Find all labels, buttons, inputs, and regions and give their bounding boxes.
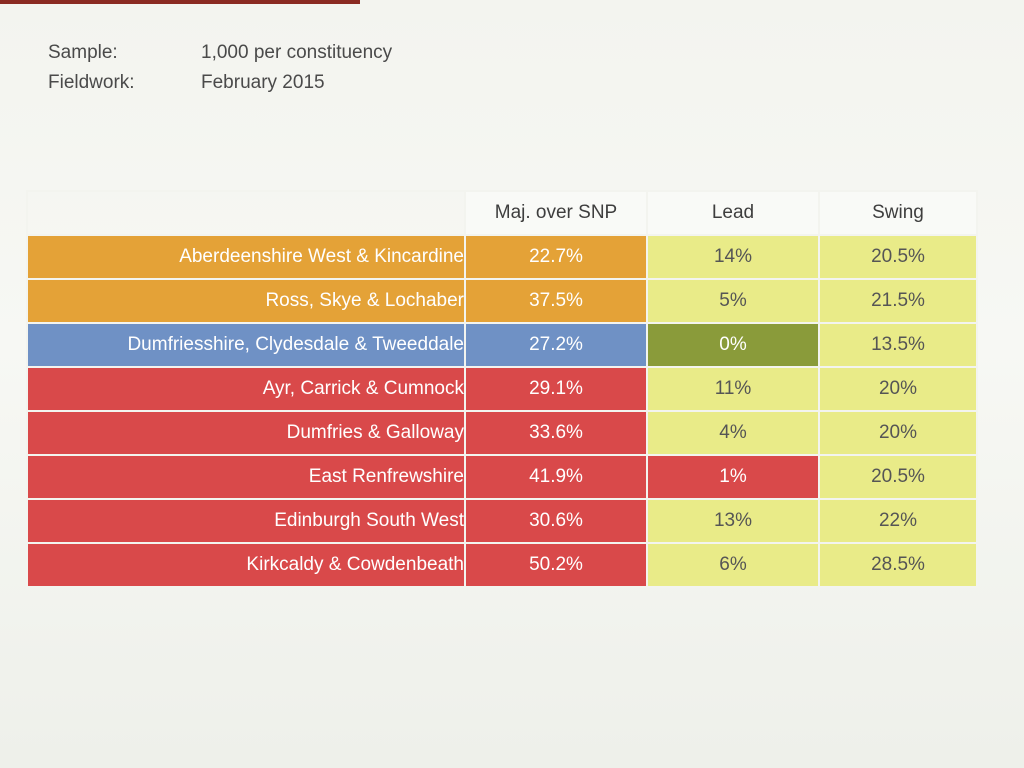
table-row: East Renfrewshire 41.9% 1% 20.5% [26, 454, 978, 500]
table-row: Kirkcaldy & Cowdenbeath 50.2% 6% 28.5% [26, 542, 978, 588]
constituency-name: Ross, Skye & Lochaber [26, 278, 466, 324]
constituency-table: Maj. over SNP Lead Swing Aberdeenshire W… [26, 190, 978, 588]
lead-value: 4% [646, 410, 820, 456]
lead-value-highlight: 0% [646, 322, 820, 368]
majority-value: 50.2% [464, 542, 648, 588]
header-swing: Swing [818, 190, 978, 236]
majority-value: 27.2% [464, 322, 648, 368]
sample-row: Sample: 1,000 per constituency [48, 38, 392, 68]
constituency-name: Dumfriesshire, Clydesdale & Tweeddale [26, 322, 466, 368]
majority-value: 30.6% [464, 498, 648, 544]
majority-value: 41.9% [464, 454, 648, 500]
header-blank [26, 190, 466, 236]
fieldwork-label: Fieldwork: [48, 72, 135, 93]
constituency-name: Dumfries & Galloway [26, 410, 466, 456]
header-lead: Lead [646, 190, 820, 236]
table-row: Aberdeenshire West & Kincardine 22.7% 14… [26, 234, 978, 280]
swing-value: 20% [818, 366, 978, 412]
sample-value: 1,000 per constituency [201, 42, 393, 63]
swing-value: 21.5% [818, 278, 978, 324]
fieldwork-value: February 2015 [201, 72, 325, 93]
table-row: Dumfries & Galloway 33.6% 4% 20% [26, 410, 978, 456]
table-row: Ross, Skye & Lochaber 37.5% 5% 21.5% [26, 278, 978, 324]
table-row: Edinburgh South West 30.6% 13% 22% [26, 498, 978, 544]
constituency-name: Aberdeenshire West & Kincardine [26, 234, 466, 280]
sample-label: Sample: [48, 42, 118, 63]
constituency-name: Ayr, Carrick & Cumnock [26, 366, 466, 412]
lead-value: 14% [646, 234, 820, 280]
lead-value: 6% [646, 542, 820, 588]
header-row: Maj. over SNP Lead Swing [26, 190, 978, 236]
swing-value: 20% [818, 410, 978, 456]
lead-value: 11% [646, 366, 820, 412]
constituency-name: East Renfrewshire [26, 454, 466, 500]
constituency-name: Edinburgh South West [26, 498, 466, 544]
majority-value: 33.6% [464, 410, 648, 456]
table-row: Dumfriesshire, Clydesdale & Tweeddale 27… [26, 322, 978, 368]
swing-value: 28.5% [818, 542, 978, 588]
swing-value: 20.5% [818, 454, 978, 500]
constituency-name: Kirkcaldy & Cowdenbeath [26, 542, 466, 588]
swing-value: 22% [818, 498, 978, 544]
fieldwork-row: Fieldwork: February 2015 [48, 68, 392, 98]
table-row: Ayr, Carrick & Cumnock 29.1% 11% 20% [26, 366, 978, 412]
majority-value: 37.5% [464, 278, 648, 324]
header-maj: Maj. over SNP [464, 190, 648, 236]
survey-info: Sample: 1,000 per constituency Fieldwork… [48, 38, 392, 98]
lead-value-highlight: 1% [646, 454, 820, 500]
majority-value: 29.1% [464, 366, 648, 412]
swing-value: 13.5% [818, 322, 978, 368]
lead-value: 5% [646, 278, 820, 324]
majority-value: 22.7% [464, 234, 648, 280]
swing-value: 20.5% [818, 234, 978, 280]
slide-top-edge [0, 0, 360, 4]
lead-value: 13% [646, 498, 820, 544]
